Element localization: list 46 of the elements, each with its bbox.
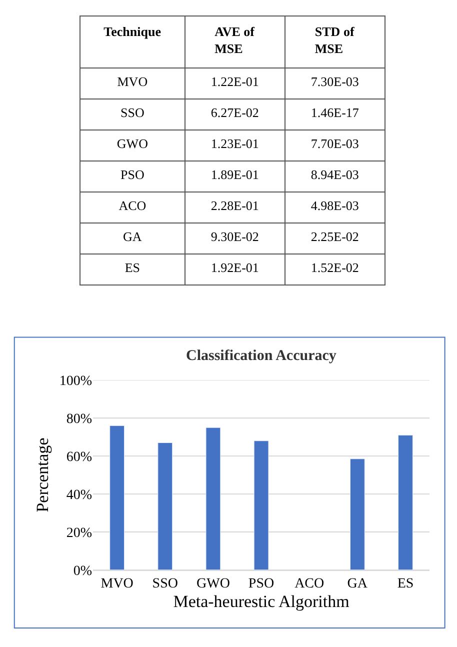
y-tick-label: 60% <box>66 450 92 465</box>
text: 4.98E-03 <box>310 198 359 213</box>
text: 6.27E-02 <box>210 104 259 120</box>
y-tick-label: 20% <box>66 526 92 541</box>
text: 2.25E-02 <box>310 228 359 244</box>
y-axis-title: Percentage <box>32 438 52 512</box>
category-label: Technique <box>104 24 162 39</box>
x-tick-label: ES <box>397 576 414 592</box>
text: GWO <box>116 136 148 151</box>
text: 1.23E-01 <box>210 136 259 151</box>
x-tick-label: GWO <box>196 576 230 592</box>
x-tick-label: GA <box>347 576 368 592</box>
text: ES <box>124 260 140 275</box>
text: MVO <box>117 74 148 89</box>
text: PSO <box>120 166 144 182</box>
text: 8.94E-03 <box>310 166 359 182</box>
category-label: STD of MSE <box>314 24 355 56</box>
y-tick-label: 80% <box>66 412 92 427</box>
x-tick-label: SSO <box>152 576 178 592</box>
text: ACO <box>118 198 146 213</box>
text: SSO <box>120 104 144 120</box>
category-label: AVE of MSE <box>214 24 256 56</box>
bar <box>110 425 125 570</box>
bar <box>206 427 221 570</box>
text: 1.89E-01 <box>210 166 259 182</box>
text: 2.28E-01 <box>210 198 259 213</box>
bar <box>158 442 173 570</box>
y-tick-label: 40% <box>66 488 92 503</box>
bar <box>398 434 413 570</box>
x-tick-label: PSO <box>248 576 274 592</box>
text: 1.52E-02 <box>310 260 359 275</box>
text: 1.22E-01 <box>210 74 259 89</box>
x-axis-title: Meta-heurestic Algorithm <box>173 592 350 612</box>
x-tick-label: ACO <box>294 576 324 592</box>
text: 1.92E-01 <box>210 260 259 275</box>
text: 7.30E-03 <box>310 74 359 89</box>
text: 1.46E-17 <box>310 104 359 120</box>
text: 7.70E-03 <box>310 136 359 151</box>
y-tick-label: 100% <box>59 374 92 390</box>
text: GA <box>123 228 142 244</box>
x-tick-label: MVO <box>100 576 134 592</box>
bar <box>254 440 269 570</box>
bar <box>350 458 365 570</box>
chart-title: Classification Accuracy <box>186 348 337 364</box>
y-tick-label: 0% <box>73 564 92 579</box>
text: 9.30E-02 <box>210 228 259 244</box>
